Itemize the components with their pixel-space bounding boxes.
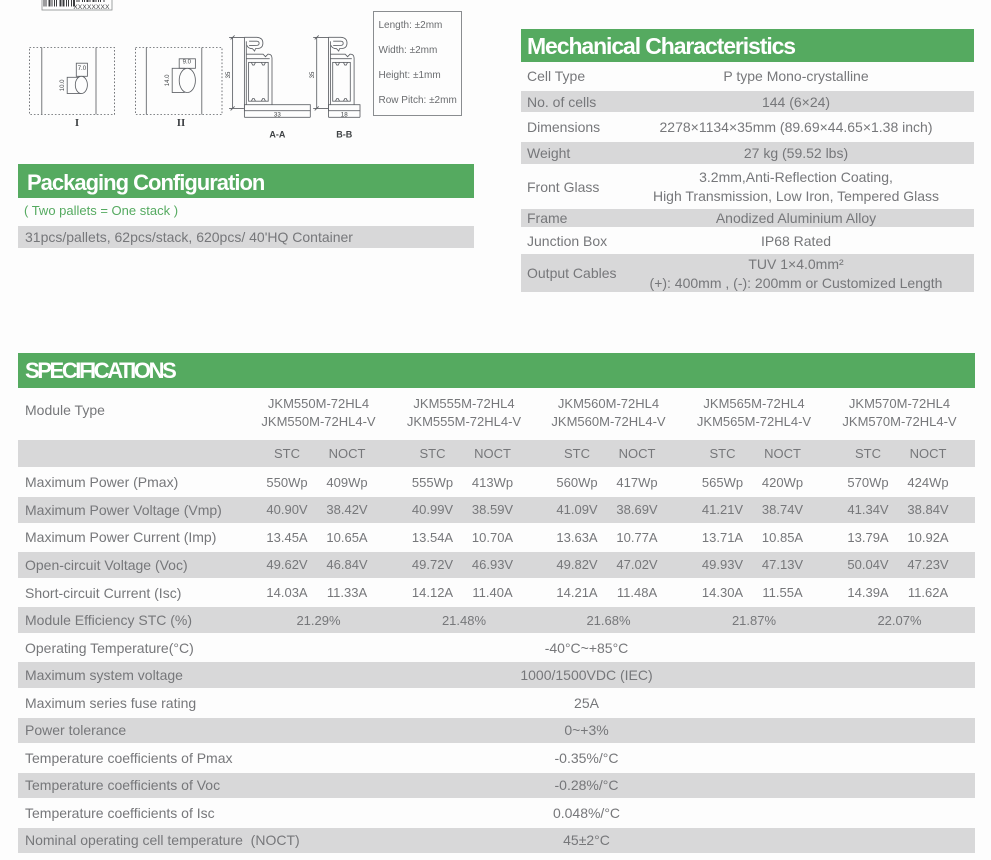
- svg-text:I: I: [75, 117, 79, 129]
- svg-text:XXXXXXXX: XXXXXXXX: [73, 4, 110, 11]
- svg-text:9.0: 9.0: [183, 60, 192, 66]
- svg-text:II: II: [177, 117, 186, 129]
- svg-text:18: 18: [341, 112, 348, 119]
- svg-text:10.0: 10.0: [60, 79, 66, 91]
- svg-text:35: 35: [226, 71, 232, 78]
- svg-text:33: 33: [274, 112, 281, 119]
- svg-text:B-B: B-B: [336, 130, 352, 140]
- svg-text:A-A: A-A: [269, 130, 285, 140]
- svg-text:35: 35: [310, 71, 316, 78]
- svg-text:7.0: 7.0: [78, 66, 87, 72]
- svg-text:14.0: 14.0: [165, 74, 171, 86]
